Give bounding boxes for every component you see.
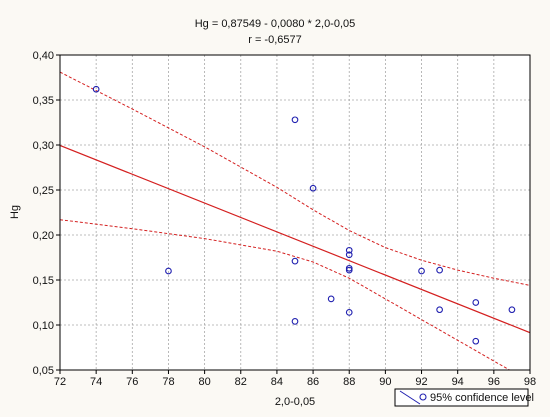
data-point	[165, 267, 172, 275]
data-point	[418, 267, 425, 275]
data-points	[92, 85, 516, 345]
chart-subtitle: r = -0,6577	[248, 34, 302, 46]
data-point	[508, 306, 516, 314]
y-axis-label: Hg	[9, 205, 21, 219]
data-point	[472, 299, 480, 306]
y-tick-label: 0,25	[33, 185, 54, 197]
legend-point-icon	[419, 393, 427, 401]
data-point	[309, 184, 317, 192]
y-tick-label: 0,20	[33, 230, 54, 242]
chart-title: Hg = 0,87549 - 0,0080 * 2,0-0,05	[195, 18, 356, 30]
x-tick-label: 82	[235, 376, 247, 388]
legend-box	[394, 388, 529, 407]
y-tick-label: 0,10	[33, 320, 54, 332]
y-tick-label: 0,40	[33, 50, 54, 62]
data-point	[436, 306, 443, 314]
x-tick-label: 96	[488, 376, 500, 388]
data-point	[291, 318, 299, 325]
y-tick-label: 0,35	[33, 95, 54, 107]
x-tick-label: 94	[452, 376, 464, 388]
data-point	[345, 266, 353, 274]
x-tick-label: 98	[524, 376, 536, 388]
y-tick-label: 0,30	[33, 140, 54, 152]
data-point	[345, 251, 353, 259]
x-axis-label: 2,0-0,05	[275, 396, 315, 408]
data-point	[327, 295, 335, 303]
regression-line	[60, 144, 530, 334]
x-axis-ticks: 72 74 76 78 80 82 84 86 88 90 92 94 96 98	[54, 370, 536, 388]
x-tick-label: 74	[90, 376, 102, 388]
x-tick-label: 90	[379, 376, 391, 388]
x-tick-label: 78	[162, 376, 174, 388]
x-tick-label: 86	[307, 376, 319, 388]
data-point	[92, 85, 100, 93]
x-tick-label: 84	[271, 376, 283, 388]
data-point	[291, 116, 299, 124]
grid	[59, 54, 531, 371]
confidence-upper-line	[60, 71, 530, 286]
data-point	[472, 337, 480, 345]
y-axis-ticks: 0,05 0,10 0,15 0,20 0,25 0,30 0,35 0,40	[33, 50, 60, 377]
plot-border	[59, 54, 531, 371]
data-point	[291, 257, 299, 265]
fit-lines	[60, 71, 530, 370]
data-point	[345, 309, 353, 316]
legend: 95% confidence level	[394, 388, 534, 407]
legend-line-icon	[399, 390, 421, 405]
legend-label: 95% confidence level	[430, 392, 534, 404]
x-tick-label: 76	[126, 376, 138, 388]
x-tick-label: 88	[343, 376, 355, 388]
confidence-lower-line	[60, 219, 511, 370]
x-tick-label: 92	[415, 376, 427, 388]
data-point	[436, 266, 443, 274]
plot-area	[60, 55, 530, 370]
y-tick-label: 0,05	[33, 365, 54, 377]
x-tick-label: 80	[198, 376, 210, 388]
y-tick-label: 0,15	[33, 275, 54, 287]
x-tick-label: 72	[54, 376, 66, 388]
data-point	[345, 246, 353, 254]
